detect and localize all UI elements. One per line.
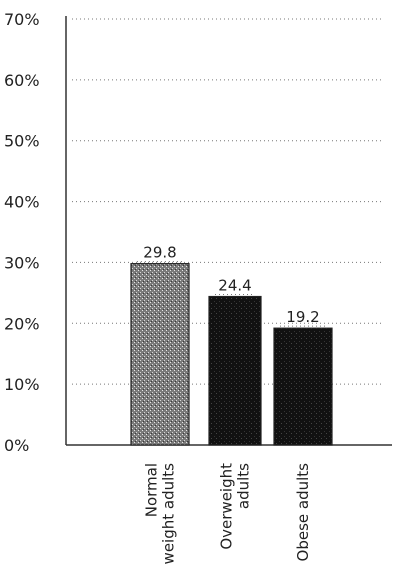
category-label-line: Overweight <box>218 463 236 550</box>
category-label-line: weight adults <box>160 463 178 565</box>
data-label-3: 19.2 <box>286 308 319 326</box>
category-label-2: Overweight adults <box>218 463 253 550</box>
grid-lines <box>72 18 384 385</box>
bar-outline-1 <box>130 263 190 446</box>
y-tick-label: 50% <box>4 132 40 151</box>
bar-2 <box>209 296 261 445</box>
y-tick-label: 10% <box>4 375 40 394</box>
category-label-3: Obese adults <box>294 463 312 562</box>
y-tick-label: 30% <box>4 253 40 272</box>
bar-outline-3 <box>273 327 333 446</box>
category-label-line: Obese adults <box>294 463 312 562</box>
data-label-2: 24.4 <box>218 277 251 295</box>
bar-1 <box>131 263 189 445</box>
data-label-1: 29.8 <box>143 244 176 262</box>
category-labels: Normal weight adults Overweight adults Obese… <box>143 463 313 565</box>
category-label-line: adults <box>235 463 253 509</box>
bars <box>130 263 333 446</box>
bar-outline-2 <box>208 295 262 446</box>
y-tick-label: 60% <box>4 71 40 90</box>
bar-3 <box>274 328 332 445</box>
y-tick-label: 0% <box>4 436 29 455</box>
category-label-1: Normal weight adults <box>143 463 178 565</box>
y-tick-label: 70% <box>4 10 40 29</box>
y-axis: 0% 10% 20% 30% 40% 50% 60% 70% <box>4 10 392 455</box>
y-tick-label: 20% <box>4 314 40 333</box>
y-tick-label: 40% <box>4 193 40 212</box>
data-labels: 29.8 24.4 19.2 <box>137 244 326 327</box>
category-label-line: Normal <box>143 463 161 517</box>
